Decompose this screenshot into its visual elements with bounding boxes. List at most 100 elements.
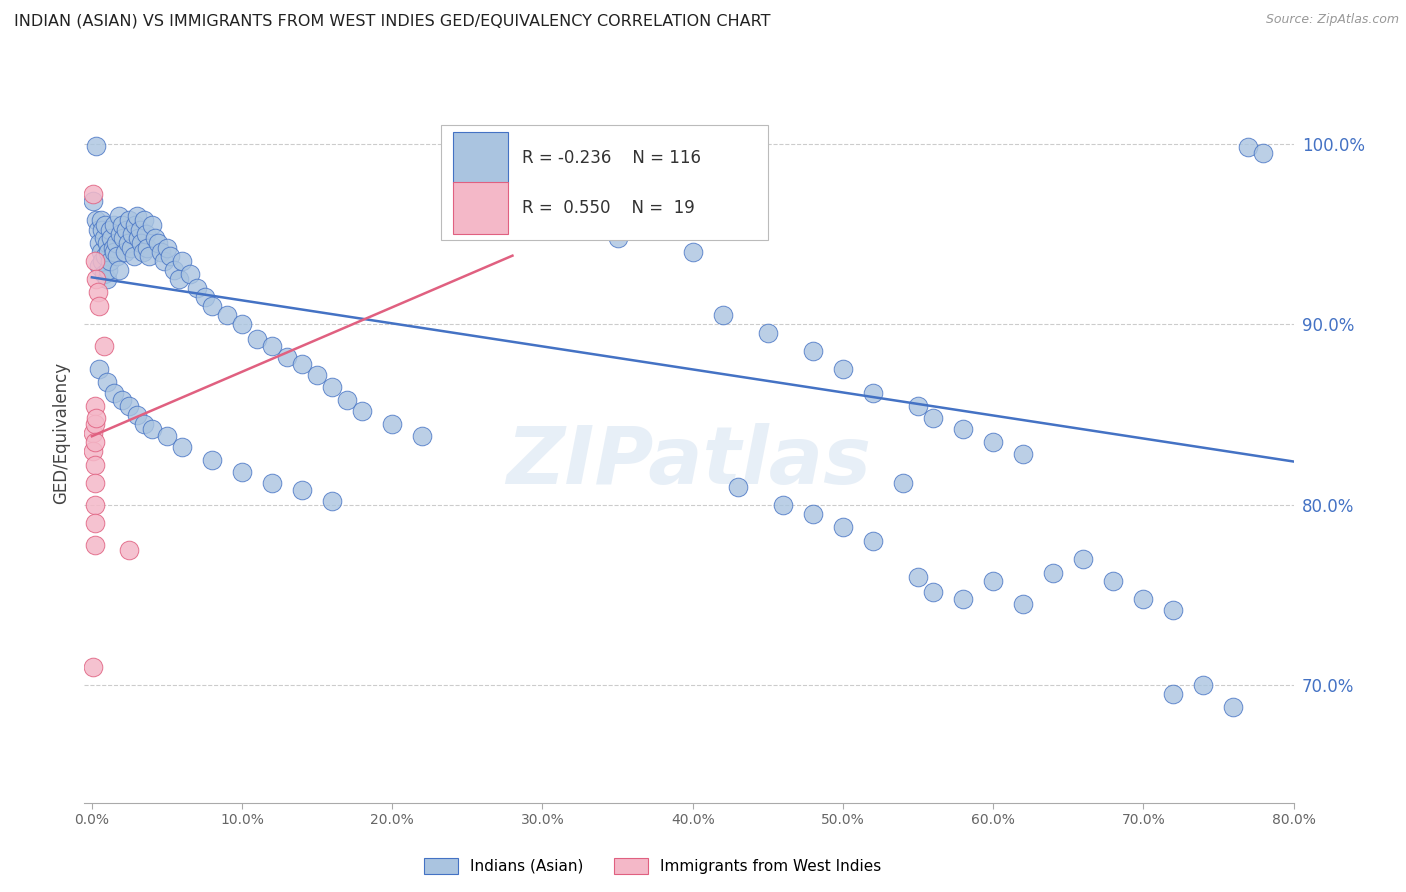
Point [86, 411, 108, 425]
Point [727, 480, 749, 494]
Point [93, 267, 115, 281]
Point [108, 263, 131, 277]
Point [141, 422, 163, 436]
Point [101, 242, 124, 256]
Point [981, 434, 1004, 449]
Point [82, 443, 104, 458]
Point [135, 227, 157, 241]
Point [89, 235, 111, 250]
Point [1222, 700, 1244, 714]
Point [86, 212, 108, 227]
Point [1071, 552, 1094, 566]
Point [711, 308, 734, 322]
Point [291, 357, 314, 371]
Point [129, 223, 152, 237]
Point [82, 194, 104, 209]
Point [98, 254, 121, 268]
Point [146, 235, 169, 250]
Point [100, 230, 122, 244]
Point [90, 212, 112, 227]
Point [125, 408, 148, 422]
Point [201, 299, 224, 313]
Point [83, 434, 105, 449]
Point [186, 281, 208, 295]
Point [179, 267, 201, 281]
Point [606, 230, 628, 244]
Text: Source: ZipAtlas.com: Source: ZipAtlas.com [1265, 13, 1399, 27]
Point [907, 399, 929, 413]
Point [231, 466, 253, 480]
Point [159, 249, 181, 263]
Point [114, 245, 136, 260]
Point [103, 218, 125, 232]
Point [83, 538, 105, 552]
Point [682, 245, 704, 260]
Point [93, 339, 115, 353]
Point [94, 249, 117, 263]
Point [96, 272, 118, 286]
Point [321, 494, 343, 508]
Point [170, 440, 193, 454]
Point [118, 543, 141, 558]
Point [136, 242, 159, 256]
Point [201, 452, 224, 467]
Text: R = -0.236    N = 116: R = -0.236 N = 116 [522, 148, 702, 167]
Point [132, 245, 155, 260]
Point [94, 218, 117, 232]
Point [121, 227, 143, 241]
Point [801, 344, 824, 359]
Point [149, 245, 172, 260]
Point [82, 425, 104, 440]
Point [118, 212, 141, 227]
Point [83, 516, 105, 530]
Point [91, 254, 114, 268]
Text: INDIAN (ASIAN) VS IMMIGRANTS FROM WEST INDIES GED/EQUIVALENCY CORRELATION CHART: INDIAN (ASIAN) VS IMMIGRANTS FROM WEST I… [14, 13, 770, 29]
Point [381, 417, 404, 431]
Point [120, 242, 142, 256]
Point [862, 385, 884, 400]
Point [156, 429, 179, 443]
Point [107, 249, 129, 263]
Point [83, 498, 105, 512]
Point [1012, 447, 1035, 461]
Point [321, 380, 343, 394]
Point [127, 230, 149, 244]
Point [922, 411, 945, 425]
Point [262, 476, 284, 491]
Point [907, 570, 929, 584]
Point [125, 209, 148, 223]
Point [83, 254, 105, 268]
Point [86, 272, 108, 286]
Point [141, 218, 163, 232]
Point [83, 417, 105, 431]
Point [89, 260, 111, 274]
Point [246, 332, 269, 346]
Point [832, 519, 855, 533]
Point [1163, 602, 1185, 616]
Point [87, 285, 110, 299]
Point [276, 350, 298, 364]
Point [756, 326, 779, 341]
Point [96, 235, 118, 250]
Point [83, 399, 105, 413]
Y-axis label: GED/Equivalency: GED/Equivalency [52, 361, 70, 504]
Point [143, 230, 166, 244]
Point [124, 218, 146, 232]
Point [108, 209, 131, 223]
Point [952, 422, 974, 436]
Point [82, 660, 104, 674]
Point [91, 223, 114, 237]
Point [352, 404, 374, 418]
Point [110, 227, 132, 241]
Point [441, 177, 464, 191]
Point [167, 272, 190, 286]
Text: R =  0.550    N =  19: R = 0.550 N = 19 [522, 199, 695, 217]
Point [87, 223, 110, 237]
Text: ZIPatlas: ZIPatlas [506, 423, 872, 501]
Point [772, 498, 794, 512]
Point [832, 362, 855, 376]
Point [1102, 574, 1125, 588]
Point [111, 218, 134, 232]
Point [411, 429, 433, 443]
Point [118, 399, 141, 413]
